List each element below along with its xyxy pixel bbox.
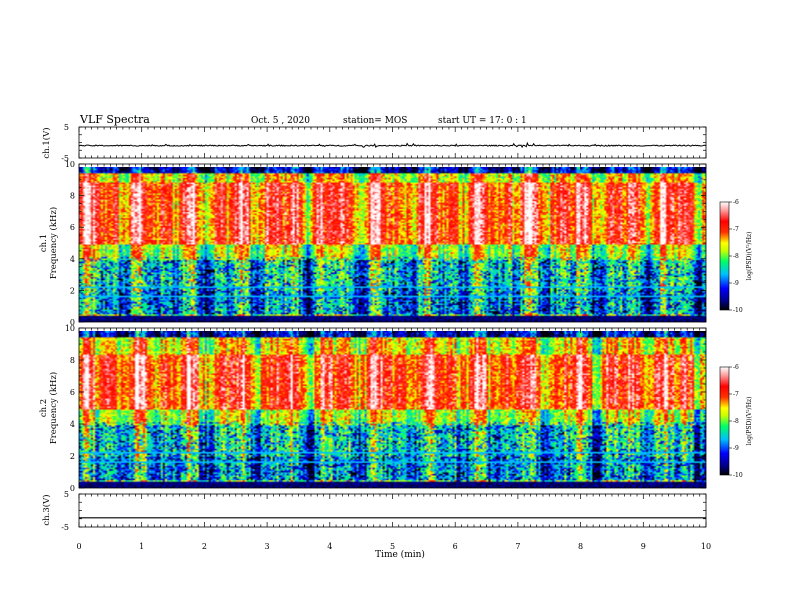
x-tick-label: 2 [202, 542, 207, 551]
ch1-colorbar-gradient [719, 201, 730, 311]
axis-ticks [78, 126, 707, 528]
x-tick-label: 0 [76, 542, 81, 551]
x-tick-label: 5 [390, 542, 395, 551]
x-tick-label: 10 [701, 542, 711, 551]
y-tick-label: 5 [64, 490, 69, 499]
ch2-colorbar: log(PSD)(V²/Hz) -6 -7 -8 -9 -10 [719, 364, 753, 479]
ch1-waveform-line [78, 141, 707, 149]
y-tick-label: 0 [70, 484, 75, 493]
ch1-colorbar: log(PSD)(V²/Hz) -6 -7 -8 -9 -10 [719, 199, 753, 314]
ch1-channel-label: ch.1 [39, 234, 49, 252]
colorbar-tick-label: -7 [733, 391, 739, 398]
x-tick-label: 9 [641, 542, 646, 551]
y-tick-label: 10 [65, 160, 75, 169]
y-tick-label: 2 [70, 452, 75, 461]
y-tick-label: -5 [61, 523, 69, 532]
ch2-colorbar-label: log(PSD)(V²/Hz) [746, 397, 753, 446]
colorbar-tick-label: -10 [733, 472, 743, 479]
x-tick-label: 7 [515, 542, 520, 551]
y-tick-label: 2 [70, 286, 75, 295]
ch1-colorbar-ticks: -6 -7 -8 -9 -10 [729, 199, 743, 314]
colorbar-tick-label: -7 [733, 226, 739, 233]
y-tick-label: -5 [61, 154, 69, 163]
x-tick-label: 3 [265, 542, 270, 551]
ch2-colorbar-ticks: -6 -7 -8 -9 -10 [729, 364, 743, 479]
ch2-channel-label: ch.2 [39, 399, 49, 417]
date-text: Oct. 5 , 2020 [251, 116, 310, 126]
y-tick-label: 8 [70, 192, 75, 201]
x-tick-label: 8 [578, 542, 583, 551]
ch2-spectrogram-image [79, 331, 706, 488]
ch2-frequency-label: Frequency (kHz) [48, 372, 59, 444]
y-tick-label: 6 [70, 388, 75, 397]
ch2-colorbar-gradient [719, 366, 730, 476]
y-tick-label: 0 [70, 318, 75, 327]
y-tick-label: 8 [70, 356, 75, 365]
y-tick-label: 6 [70, 223, 75, 232]
ch1-waveform-ylabel: ch.1(V) [41, 127, 52, 158]
ch1-spectrogram-image [79, 167, 706, 322]
y-tick-label: 4 [70, 255, 75, 264]
colorbar-tick-label: -9 [733, 280, 739, 287]
colorbar-tick-label: -8 [733, 418, 739, 425]
colorbar-tick-label: -6 [733, 364, 739, 371]
x-axis-label: Time (min) [375, 549, 425, 560]
start-time-text: start UT = 17: 0 : 1 [438, 116, 527, 126]
colorbar-tick-label: -10 [733, 307, 743, 314]
x-tick-label: 1 [139, 542, 144, 551]
colorbar-tick-label: -6 [733, 199, 739, 206]
ch3-waveform-ylabel: ch.3(V) [41, 494, 52, 525]
figure-title: VLF Spectra [79, 113, 150, 126]
y-tick-label: 10 [65, 324, 75, 333]
x-tick-label: 6 [453, 542, 458, 551]
y-tick-label: 4 [70, 420, 75, 429]
colorbar-tick-label: -8 [733, 253, 739, 260]
ch1-frequency-label: Frequency (kHz) [48, 207, 59, 279]
ch1-colorbar-label: log(PSD)(V²/Hz) [746, 232, 753, 281]
x-tick-label: 4 [327, 542, 332, 551]
colorbar-tick-label: -9 [733, 445, 739, 452]
y-tick-label: 5 [64, 123, 69, 132]
station-text: station= MOS [343, 116, 407, 126]
